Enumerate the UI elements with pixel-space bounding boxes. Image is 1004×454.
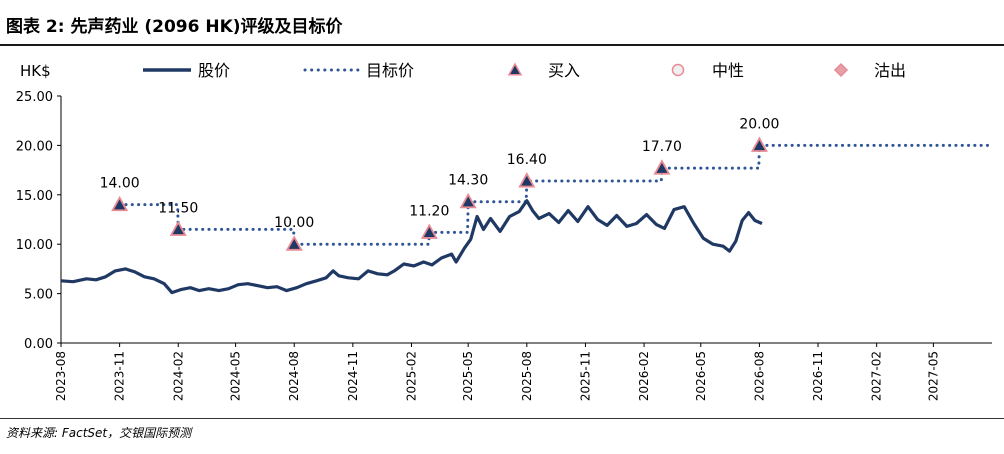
y-tick-label: 15.00 — [16, 189, 53, 204]
y-tick-label: 0.00 — [24, 337, 53, 352]
target-price-label: 16.40 — [507, 152, 547, 168]
x-tick-label: 2024-11 — [346, 351, 360, 401]
x-tick-label: 2024-08 — [287, 351, 301, 401]
target-price-line — [118, 143, 994, 246]
x-tick-label: 2025-02 — [404, 351, 418, 401]
x-tick-label: 2025-08 — [520, 351, 534, 401]
x-tick-label: 2024-05 — [229, 351, 243, 401]
y-tick-label: 20.00 — [16, 139, 53, 154]
x-tick-label: 2024-02 — [171, 351, 185, 401]
x-tick-label: 2026-11 — [811, 351, 825, 401]
footer-divider — [0, 418, 1004, 419]
share-price-line — [60, 199, 763, 295]
y-tick-label: 5.00 — [24, 288, 53, 303]
x-tick-label: 2026-05 — [694, 351, 708, 401]
legend: HK$ 股价 目标价 买入 中性 沽出 — [20, 61, 906, 80]
x-tick-label: 2027-05 — [926, 351, 940, 401]
y-tick-label: 10.00 — [16, 238, 53, 253]
target-price-series — [118, 143, 994, 246]
chart-title: 图表 2: 先声药业 (2096 HK)评级及目标价 — [6, 17, 343, 37]
legend-sell-marker — [833, 62, 849, 78]
buy-rating-marker — [459, 192, 477, 209]
buy-rating-marker — [420, 223, 438, 239]
price-target-chart: HK$ 股价 目标价 买入 中性 沽出 0.00 5.00 10.00 15.00 20.00 25… — [16, 61, 994, 401]
x-tick-label: 2026-02 — [637, 351, 651, 401]
target-price-label: 14.00 — [100, 176, 140, 192]
target-price-label: 14.30 — [448, 173, 488, 189]
share-price-series — [60, 199, 763, 295]
buy-rating-marker — [518, 172, 536, 188]
buy-rating-marker — [111, 195, 129, 212]
y-axis-unit: HK$ — [20, 62, 51, 80]
x-tick-label: 2023-11 — [113, 351, 127, 401]
x-tick-label: 2025-11 — [578, 351, 592, 401]
legend-neutral-marker — [671, 63, 685, 77]
x-tick-label: 2025-05 — [461, 351, 475, 401]
axes: 0.00 5.00 10.00 15.00 20.00 25.00 2023-08 2023-… — [16, 90, 992, 401]
legend-price-label: 股价 — [198, 61, 230, 80]
x-tick-label: 2023-08 — [54, 351, 68, 401]
x-tick-label: 2026-08 — [752, 351, 766, 401]
title-divider — [0, 44, 1004, 46]
target-price-label: 11.20 — [409, 203, 449, 219]
y-tick-label: 25.00 — [16, 90, 53, 105]
target-price-label: 10.00 — [274, 215, 314, 231]
buy-rating-marker — [285, 235, 303, 251]
rating-markers: 14.00 11.50 10.00 11.20 14.30 16.40 17.70 20.00 — [100, 116, 779, 251]
legend-neutral-label: 中性 — [712, 61, 744, 80]
source-note: 资料来源: FactSet，交银国际预测 — [6, 426, 192, 440]
target-price-label: 17.70 — [642, 139, 682, 155]
target-price-label: 20.00 — [739, 116, 779, 132]
legend-buy-label: 买入 — [548, 61, 580, 80]
buy-rating-marker — [169, 220, 187, 236]
x-tick-label: 2027-02 — [870, 351, 884, 401]
legend-buy-marker — [507, 62, 523, 76]
target-price-label: 11.50 — [158, 200, 198, 216]
buy-rating-marker — [653, 159, 671, 175]
legend-sell-label: 沽出 — [874, 61, 906, 80]
buy-rating-marker — [750, 136, 768, 152]
legend-target-label: 目标价 — [366, 61, 414, 80]
